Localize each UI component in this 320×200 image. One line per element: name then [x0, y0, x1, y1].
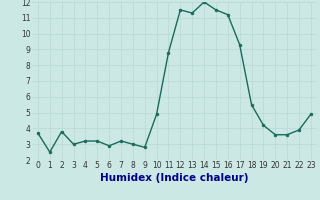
X-axis label: Humidex (Indice chaleur): Humidex (Indice chaleur) [100, 173, 249, 183]
